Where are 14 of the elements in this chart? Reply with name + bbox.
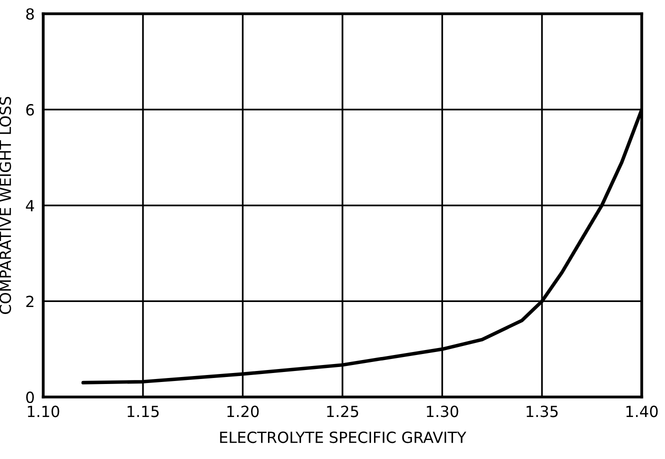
y-tick-label: 6 [26, 104, 34, 116]
y-tick-label: 0 [26, 392, 34, 404]
y-tick-label: 2 [26, 296, 34, 308]
x-axis-title: ELECTROLYTE SPECIFIC GRAVITY [220, 432, 466, 444]
x-tick-label: 1.40 [626, 406, 658, 418]
x-tick-label: 1.30 [426, 406, 458, 418]
y-tick-label: 4 [26, 200, 34, 212]
x-tick-label: 1.10 [28, 406, 60, 418]
x-tick-label: 1.25 [327, 406, 358, 418]
y-tick-label: 8 [26, 8, 34, 20]
y-axis-title: COMPARATIVE WEIGHT LOSS [0, 96, 12, 314]
x-tick-label: 1.15 [128, 406, 159, 418]
x-tick-label: 1.35 [526, 406, 558, 418]
x-tick-label: 1.20 [227, 406, 259, 418]
